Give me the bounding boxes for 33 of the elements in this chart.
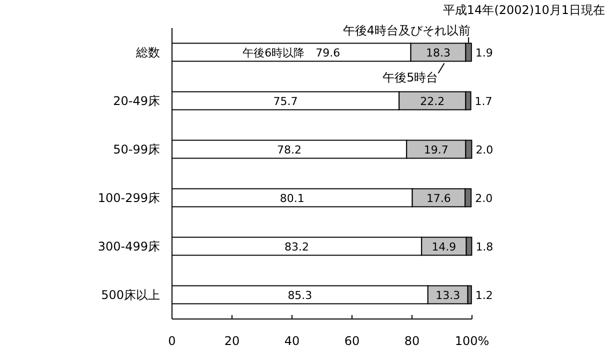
data-label: 1.2 <box>475 288 493 302</box>
text: 平成14年(2002)10月1日現在 <box>442 3 605 17</box>
x-tick-label: 20 <box>224 334 240 348</box>
y-tick-label: 500床以上 <box>101 288 160 302</box>
x-tick-label: 60 <box>344 334 360 348</box>
data-label: 83.2 <box>284 240 310 254</box>
y-tick-label: 総数 <box>135 45 160 60</box>
data-label: 14.9 <box>432 240 456 254</box>
text: 午後6時以降 79.6 <box>242 46 340 60</box>
x-tick-label: 100% <box>454 334 490 348</box>
data-label: 19.7 <box>424 143 448 156</box>
data-label: 13.3 <box>436 288 460 302</box>
x-tick-label: 80 <box>404 334 420 348</box>
data-label: 78.2 <box>277 143 302 156</box>
data-label: 1.8 <box>476 240 494 254</box>
data-label: 18.3 <box>426 46 450 60</box>
data-label: 1.7 <box>474 94 492 108</box>
y-tick-label: 50-99床 <box>113 142 160 156</box>
data-label: 22.2 <box>420 94 445 108</box>
series-label: 午後5時台 <box>382 70 438 84</box>
y-tick-label: 20-49床 <box>113 94 160 108</box>
data-label: 80.1 <box>280 192 304 205</box>
data-label: 85.3 <box>288 288 312 302</box>
x-tick-label: 0 <box>168 334 176 348</box>
series-label: 午後4時台及びそれ以前 <box>342 23 471 38</box>
data-label: 1.9 <box>475 46 493 60</box>
y-tick-label: 300-499床 <box>98 239 160 254</box>
data-label: 2.0 <box>475 192 493 205</box>
y-tick-label: 100-299床 <box>98 190 160 205</box>
data-label: 2.0 <box>476 143 494 156</box>
data-label: 75.7 <box>273 94 298 108</box>
x-tick-label: 40 <box>284 334 300 348</box>
data-label: 17.6 <box>426 192 451 205</box>
